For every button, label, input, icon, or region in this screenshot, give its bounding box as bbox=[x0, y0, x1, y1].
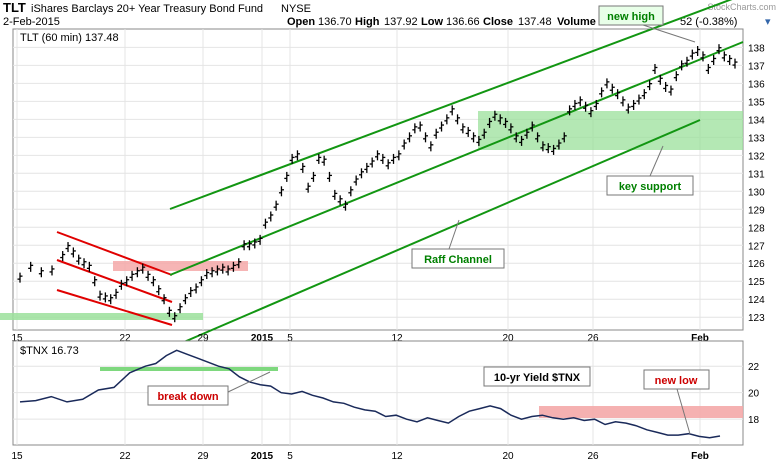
watermark: StockCharts.com bbox=[707, 2, 776, 12]
low-support-zone bbox=[0, 313, 203, 320]
yield-resistance-zone bbox=[539, 406, 743, 418]
yield-legend: $TNX 16.73 bbox=[20, 345, 79, 357]
raff-channel-mid bbox=[169, 41, 744, 276]
open-label: Open bbox=[287, 16, 315, 28]
close-label: Close bbox=[483, 16, 513, 28]
price-y-tick: 130 bbox=[748, 187, 765, 198]
price-y-tick: 124 bbox=[748, 295, 765, 306]
break-down-box bbox=[147, 385, 229, 406]
yield-x-tick: 12 bbox=[391, 451, 403, 462]
yield-x-tick: 20 bbox=[502, 451, 514, 462]
price-y-tick: 134 bbox=[748, 115, 765, 126]
key-support-label: key support bbox=[619, 181, 682, 193]
price-y-tick: 138 bbox=[748, 43, 765, 54]
volume-label: Volume bbox=[557, 16, 596, 28]
price-x-tick: 5 bbox=[287, 333, 293, 344]
break-down-label: break down bbox=[157, 391, 218, 403]
price-y-tick: 123 bbox=[748, 313, 765, 324]
yield-x-tick: 2015 bbox=[251, 451, 274, 462]
price-x-tick: 22 bbox=[119, 333, 131, 344]
price-y-tick: 132 bbox=[748, 151, 765, 162]
yield-x-tick: 15 bbox=[11, 451, 23, 462]
yield-y-tick: 20 bbox=[748, 389, 760, 400]
price-x-tick: 2015 bbox=[251, 333, 274, 344]
price-y-tick: 136 bbox=[748, 79, 765, 90]
price-y-tick: 126 bbox=[748, 259, 765, 270]
break-down-pointer bbox=[227, 371, 271, 393]
raff-channel-bottom bbox=[169, 119, 701, 349]
yield-title: 10-yr Yield $TNX bbox=[494, 372, 581, 384]
yield-grid bbox=[13, 341, 743, 445]
close-value: 137.48 bbox=[518, 16, 552, 28]
low-label: Low bbox=[421, 16, 443, 28]
key-support-pointer bbox=[649, 145, 664, 177]
yield-x-axis: 15 22 29 2015 5 12 20 26 Feb bbox=[11, 451, 708, 462]
price-y-tick: 128 bbox=[748, 223, 765, 234]
price-candles bbox=[17, 44, 738, 323]
price-x-tick: 15 bbox=[11, 333, 23, 344]
price-x-axis: 15 22 29 2015 5 12 20 26 Feb bbox=[11, 333, 708, 344]
price-y-tick: 129 bbox=[748, 205, 765, 216]
raff-channel-top bbox=[169, 0, 733, 210]
price-x-tick: 20 bbox=[502, 333, 514, 344]
price-x-tick: Feb bbox=[691, 333, 709, 344]
raff-box bbox=[411, 248, 505, 269]
down-channel-top bbox=[56, 231, 173, 276]
yield-x-tick: 29 bbox=[197, 451, 209, 462]
price-y-axis: 123 124 125 126 127 128 129 130 131 132 133 134 135 1… bbox=[748, 43, 765, 324]
yield-line bbox=[19, 349, 721, 439]
new-high-label: new high bbox=[607, 11, 655, 23]
price-y-tick: 135 bbox=[748, 97, 765, 108]
yield-x-tick: 5 bbox=[287, 451, 293, 462]
high-value: 137.92 bbox=[384, 16, 418, 28]
price-y-tick: 133 bbox=[748, 133, 765, 144]
yield-x-tick: 22 bbox=[119, 451, 131, 462]
yield-support-line bbox=[100, 367, 278, 371]
yield-title-box bbox=[483, 366, 591, 387]
yield-x-tick: 26 bbox=[587, 451, 599, 462]
new-low-box bbox=[643, 369, 710, 390]
open-value: 136.70 bbox=[318, 16, 352, 28]
low-value: 136.66 bbox=[446, 16, 480, 28]
raff-label: Raff Channel bbox=[424, 254, 492, 266]
price-x-tick: 29 bbox=[197, 333, 209, 344]
down-channel-mid bbox=[56, 259, 173, 303]
down-channel-bottom bbox=[56, 289, 173, 326]
new-high-pointer bbox=[639, 23, 696, 43]
price-y-tick: 131 bbox=[748, 169, 765, 180]
price-x-tick: 12 bbox=[391, 333, 403, 344]
raff-pointer bbox=[448, 219, 460, 250]
price-x-tick: 26 bbox=[587, 333, 599, 344]
exchange: NYSE bbox=[281, 3, 311, 15]
new-low-label: new low bbox=[655, 375, 698, 387]
price-legend: TLT (60 min) 137.48 bbox=[20, 32, 119, 44]
fund-name: iShares Barclays 20+ Year Treasury Bond … bbox=[31, 3, 263, 15]
price-y-tick: 125 bbox=[748, 277, 765, 288]
yield-x-tick: Feb bbox=[691, 451, 709, 462]
dropdown-icon[interactable]: ▾ bbox=[765, 16, 771, 28]
key-support-zone bbox=[478, 111, 743, 150]
key-support-box bbox=[606, 175, 694, 196]
price-y-tick: 137 bbox=[748, 61, 765, 72]
yield-y-tick: 18 bbox=[748, 415, 760, 426]
change-value: 52 (-0.38%) bbox=[680, 16, 737, 28]
new-low-pointer bbox=[676, 388, 691, 435]
chart-date: 2-Feb-2015 bbox=[3, 16, 60, 28]
yield-y-tick: 22 bbox=[748, 362, 760, 373]
high-label: High bbox=[355, 16, 380, 28]
resistance-zone bbox=[113, 261, 248, 271]
ticker: TLT bbox=[3, 0, 26, 15]
price-y-tick: 127 bbox=[748, 241, 765, 252]
yield-y-axis: 18 20 22 bbox=[748, 362, 760, 426]
new-high-box bbox=[598, 5, 664, 26]
